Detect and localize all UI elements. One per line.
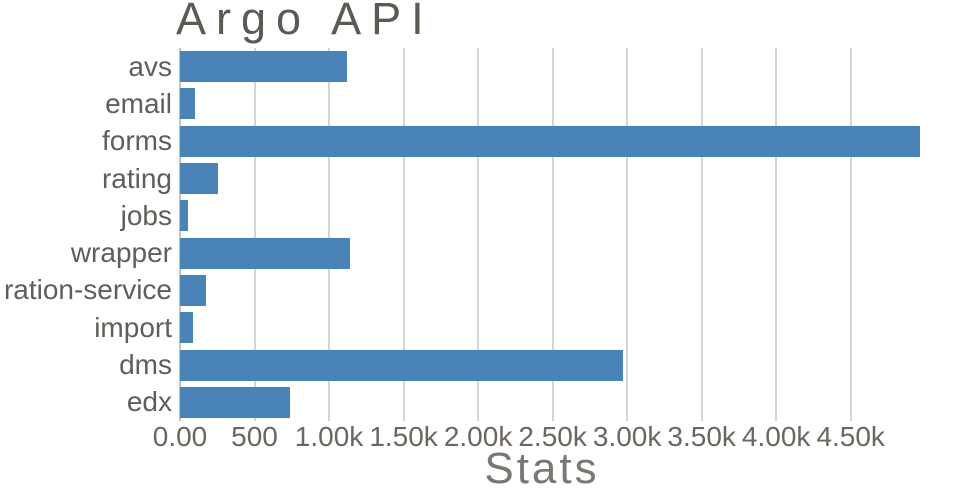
bar-email <box>180 88 195 120</box>
x-tick-label: 3.00k <box>592 421 662 452</box>
x-tick-label: 1.00k <box>294 421 364 452</box>
gridline <box>700 48 703 421</box>
bar-forms <box>180 125 920 157</box>
y-label-wrapper: wrapper <box>70 237 172 269</box>
zero-gridline <box>179 48 181 421</box>
x-axis-title: Stats <box>484 444 600 493</box>
chart-title: Argo API <box>176 0 434 44</box>
x-tick-label: 2.00k <box>443 421 513 452</box>
y-label-rating: rating <box>101 162 172 194</box>
y-label-edx: edx <box>126 386 172 418</box>
y-label-email: email <box>105 87 172 119</box>
x-tick-label: 3.50k <box>667 421 736 452</box>
x-tick-label: 1.50k <box>369 421 438 452</box>
gridline <box>253 48 256 421</box>
bar-dms <box>180 349 623 381</box>
bar-ration-service <box>180 274 207 306</box>
gridline <box>328 48 331 421</box>
gridline <box>849 48 852 421</box>
gridline <box>626 48 629 421</box>
bar-avs <box>180 51 347 83</box>
x-tick-label: 2.50k <box>518 421 587 452</box>
bar-wrapper <box>180 237 350 269</box>
bar-edx <box>180 386 290 418</box>
y-label-ration-service: ration-service <box>3 274 172 306</box>
gridline <box>775 48 778 421</box>
y-label-dms: dms <box>119 349 172 381</box>
gridline <box>402 48 405 421</box>
x-tick-label: 4.00k <box>741 421 811 452</box>
y-label-avs: avs <box>128 50 172 82</box>
bar-rating <box>180 163 218 195</box>
y-label-forms: forms <box>102 125 172 157</box>
bar-import <box>180 312 194 344</box>
x-tick-label: 0.00 <box>152 421 208 452</box>
y-label-jobs: jobs <box>120 199 172 231</box>
gridline <box>551 48 554 421</box>
bar-jobs <box>180 200 189 232</box>
gridline <box>477 48 480 421</box>
y-label-import: import <box>94 311 172 343</box>
x-tick-label: 4.50k <box>816 421 885 452</box>
x-tick-label: 500 <box>231 421 278 452</box>
